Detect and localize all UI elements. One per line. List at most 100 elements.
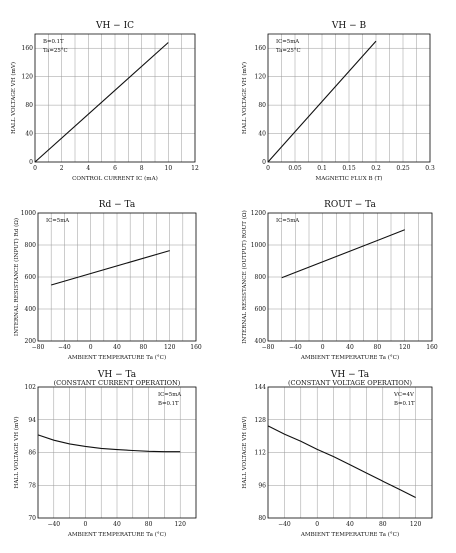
x-tick-label: 80	[374, 344, 382, 351]
chart-5: −40 0 40 80 120 70 78 86 94 102 VH − Ta(CONSTANT C…	[13, 370, 197, 538]
x-tick-label: 80	[145, 521, 153, 528]
x-tick-label: 12	[191, 165, 199, 172]
x-tick-label: 0	[33, 165, 37, 172]
y-tick-label: 0	[262, 159, 266, 166]
y-axis-label: HALL VOLTAGE VH (mV)	[10, 62, 17, 134]
y-axis-label: HALL VOLTAGE VH (mV)	[241, 62, 248, 134]
chart-title: VH − IC	[95, 21, 134, 31]
x-tick-label: 4	[86, 165, 90, 172]
y-tick-label: 400	[25, 306, 37, 313]
x-tick-label: 0	[89, 344, 93, 351]
y-tick-label: 80	[258, 515, 266, 522]
x-tick-label: 40	[113, 521, 121, 528]
x-tick-label: 2	[60, 165, 64, 172]
x-tick-label: 0.05	[288, 165, 302, 172]
y-tick-label: 1200	[251, 210, 266, 217]
chart-title: Rd − Ta	[99, 200, 136, 210]
y-tick-label: 160	[255, 45, 267, 52]
y-axis-label: INTERNAL RESISTANCE (OUTPUT) ROUT (Ω)	[241, 210, 248, 344]
y-tick-label: 86	[28, 450, 36, 457]
x-tick-label: 0	[266, 165, 270, 172]
x-tick-label: 160	[426, 344, 438, 351]
condition-note: IC=5mA	[276, 218, 299, 224]
condition-note: B=0.1T	[158, 401, 179, 407]
x-tick-label: 120	[399, 344, 411, 351]
y-tick-label: 80	[25, 102, 33, 109]
y-axis-label: INTERNAL RESISTANCE (INPUT) Rd (Ω)	[13, 218, 20, 336]
y-tick-label: 800	[255, 274, 267, 281]
x-axis-label: CONTROL CURRENT IC (mA)	[72, 175, 158, 182]
x-tick-label: −40	[289, 344, 302, 351]
series-line	[267, 425, 416, 498]
x-tick-label: −40	[58, 344, 71, 351]
x-tick-label: 0	[83, 521, 87, 528]
x-tick-label: 120	[164, 344, 176, 351]
condition-note: VC=4V	[393, 392, 414, 398]
y-tick-label: 80	[258, 102, 266, 109]
y-tick-label: 600	[255, 306, 267, 313]
plot-frame	[34, 33, 196, 163]
y-tick-label: 40	[25, 131, 33, 138]
x-tick-label: 80	[379, 521, 387, 528]
series-line	[37, 434, 181, 453]
x-tick-label: −80	[262, 344, 275, 351]
condition-note: Ta=25°C	[276, 48, 301, 54]
x-axis-label: AMBIENT TEMPERATURE Ta (°C)	[300, 531, 399, 538]
chart-title: ROUT − Ta	[324, 200, 376, 210]
y-tick-label: 78	[28, 482, 36, 489]
x-tick-label: 40	[346, 344, 354, 351]
y-tick-label: 160	[22, 45, 34, 52]
y-tick-label: 144	[255, 384, 267, 391]
chart-3: −80 −40 0 40 80 120 160 200 400 600 800 1000 Rd − Ta…	[13, 200, 202, 361]
y-tick-label: 0	[29, 159, 33, 166]
x-tick-label: 0.25	[396, 165, 410, 172]
x-tick-label: 40	[346, 521, 354, 528]
x-tick-label: 80	[140, 344, 148, 351]
condition-note: Ta=25°C	[43, 48, 68, 54]
x-tick-label: 0.15	[342, 165, 356, 172]
plot-frame	[267, 33, 431, 163]
y-tick-label: 102	[25, 384, 37, 391]
chart-subtitle: (CONSTANT CURRENT OPERATION)	[54, 379, 181, 387]
y-tick-label: 70	[28, 515, 36, 522]
y-axis-label: HALL VOLTAGE VH (mV)	[241, 416, 248, 488]
x-tick-label: 6	[113, 165, 117, 172]
chart-6: −40 0 40 80 120 80 96 112 128 144 VH − Ta(CONSTANT…	[241, 370, 433, 538]
x-tick-label: 120	[410, 521, 422, 528]
y-axis-label: HALL VOLTAGE VH (mV)	[13, 416, 20, 488]
plot-frame	[267, 386, 433, 519]
plot-frame	[267, 212, 433, 342]
y-tick-label: 400	[255, 338, 267, 345]
x-axis-label: AMBIENT TEMPERATURE Ta (°C)	[300, 354, 399, 361]
x-tick-label: 8	[140, 165, 144, 172]
y-tick-label: 600	[25, 274, 37, 281]
condition-note: B=0.1T	[43, 39, 64, 45]
y-tick-label: 120	[255, 74, 267, 81]
y-tick-label: 96	[258, 482, 266, 489]
x-tick-label: 160	[190, 344, 202, 351]
plot-frame	[37, 212, 197, 342]
x-axis-label: MAGNETIC FLUX B (T)	[316, 175, 383, 182]
y-tick-label: 128	[255, 417, 267, 424]
x-tick-label: −40	[47, 521, 60, 528]
series-line	[281, 229, 405, 279]
y-tick-label: 40	[258, 131, 266, 138]
chart-title: VH − B	[331, 21, 367, 31]
y-tick-label: 120	[22, 74, 34, 81]
series-line	[34, 42, 169, 163]
plot-frame	[37, 386, 197, 519]
condition-note: IC=5mA	[46, 218, 69, 224]
y-tick-label: 200	[25, 338, 37, 345]
condition-note: IC=5mA	[276, 39, 299, 45]
x-tick-label: 0.2	[371, 165, 381, 172]
x-tick-label: 0	[321, 344, 325, 351]
condition-note: IC=5mA	[158, 392, 181, 398]
x-tick-label: −80	[32, 344, 45, 351]
y-tick-label: 112	[255, 450, 267, 457]
y-tick-label: 800	[25, 242, 37, 249]
y-tick-label: 1000	[251, 242, 266, 249]
chart-title: VH − Ta	[97, 370, 137, 380]
